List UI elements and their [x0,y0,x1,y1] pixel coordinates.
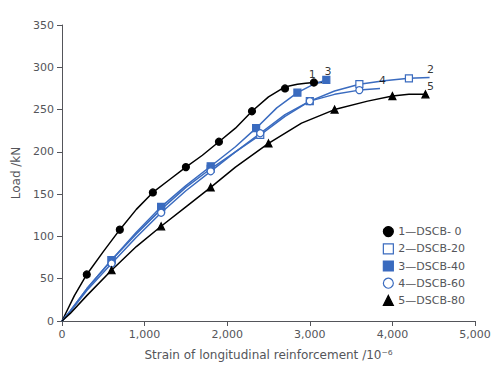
svg-text:4,000: 4,000 [377,328,409,341]
svg-text:2—DSCB-20: 2—DSCB-20 [398,242,465,255]
svg-text:Load /kN: Load /kN [9,147,23,200]
svg-text:150: 150 [33,188,54,201]
svg-text:100: 100 [33,230,54,243]
svg-text:5,000: 5,000 [459,328,491,341]
svg-text:0: 0 [47,315,54,328]
svg-text:2: 2 [427,63,434,76]
svg-text:4: 4 [379,74,386,87]
svg-text:0: 0 [59,328,66,341]
svg-text:350: 350 [33,19,54,32]
svg-text:250: 250 [33,103,54,116]
svg-text:3—DSCB-40: 3—DSCB-40 [398,260,465,273]
svg-text:Strain of longitudinal reinfor: Strain of longitudinal reinforcement /10… [144,348,392,362]
svg-text:1: 1 [309,68,316,81]
svg-text:5: 5 [427,80,434,93]
svg-text:3: 3 [324,65,331,78]
svg-text:4—DSCB-60: 4—DSCB-60 [398,277,465,290]
svg-text:3,000: 3,000 [294,328,326,341]
svg-text:50: 50 [40,272,54,285]
svg-text:200: 200 [33,145,54,158]
svg-text:5—DSCB-80: 5—DSCB-80 [398,294,465,307]
svg-text:1—DSCB- 0: 1—DSCB- 0 [398,225,461,238]
svg-text:2,000: 2,000 [211,328,243,341]
svg-text:1,000: 1,000 [129,328,161,341]
svg-text:300: 300 [33,61,54,74]
